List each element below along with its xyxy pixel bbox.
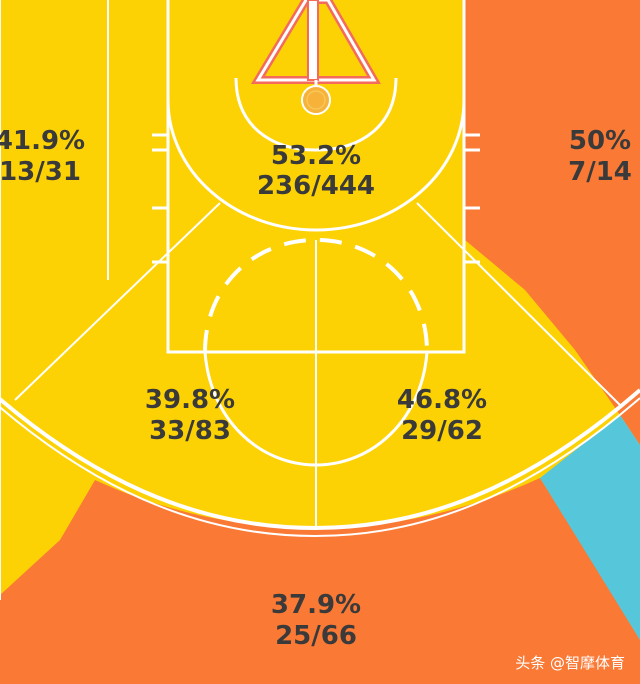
- zone-made-right-midrange: 29/62: [401, 416, 483, 446]
- watermark: 头条 @智摩体育: [515, 654, 625, 672]
- zone-made-left-corner-three: 13/31: [0, 157, 81, 187]
- zone-pct-right-midrange: 46.8%: [397, 385, 487, 415]
- zone-made-left-midrange: 33/83: [149, 416, 231, 446]
- zone-right-wing-three: [540, 415, 640, 640]
- zone-pct-left-corner-three: 41.9%: [0, 126, 85, 156]
- zone-pct-right-corner-three: 50%: [569, 126, 631, 156]
- zone-made-restricted-paint: 236/444: [257, 171, 375, 201]
- court-lines: [0, 0, 640, 600]
- zone-pct-restricted-paint: 53.2%: [271, 141, 361, 171]
- zone-pct-left-midrange: 39.8%: [145, 385, 235, 415]
- zone-pct-top-of-key-three: 37.9%: [271, 590, 361, 620]
- backboard: [250, 0, 381, 84]
- hoop: [301, 80, 331, 115]
- zone-top-of-key-three: [0, 478, 640, 684]
- zone-made-top-of-key-three: 25/66: [275, 621, 357, 651]
- zone-right-corner-three: [464, 0, 640, 445]
- zone-made-right-corner-three: 7/14: [568, 157, 632, 187]
